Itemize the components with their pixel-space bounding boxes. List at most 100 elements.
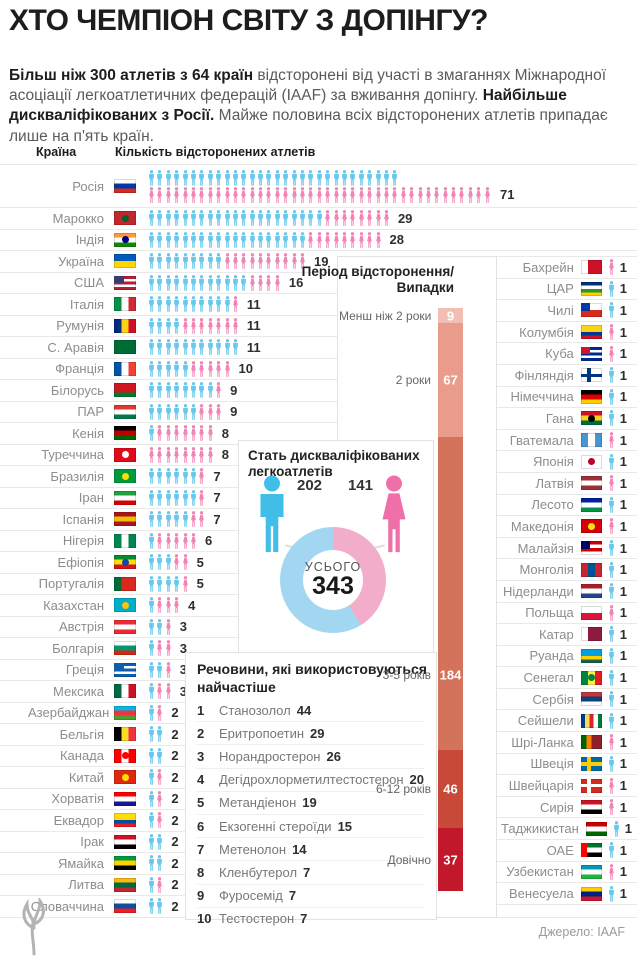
male-pictogram-icon: [148, 232, 155, 248]
flag-canton: [580, 346, 591, 355]
substances-panel: Речовини, які використовуються найчастіш…: [185, 652, 437, 926]
country-count: 7: [213, 511, 221, 527]
female-pictogram-icon: [198, 404, 205, 420]
country-row: Сирія 1: [497, 797, 637, 819]
male-pictogram-icon: [240, 275, 247, 291]
female-pictogram-icon: [358, 210, 365, 226]
substance-value: 44: [296, 702, 312, 718]
female-pictogram-icon: [324, 232, 331, 248]
substance-rank: 1: [197, 702, 205, 718]
male-pictogram-icon: [173, 275, 180, 291]
female-pictogram-icon: [358, 232, 365, 248]
male-pictogram-icon: [182, 511, 189, 527]
male-pictogram-icon: [156, 834, 163, 850]
donut-center: УСЬОГО 343: [303, 550, 363, 610]
country-flag: [114, 254, 136, 269]
male-pictogram-icon: [608, 713, 615, 729]
male-pictogram-icon: [182, 296, 189, 312]
male-pictogram-icon: [232, 170, 239, 186]
male-pictogram-icon: [156, 511, 163, 527]
male-pictogram-icon: [148, 170, 155, 186]
male-pictogram-icon: [316, 210, 323, 226]
country-row: Македонія 1: [497, 516, 637, 538]
flag-canton: [114, 662, 124, 671]
male-figure-icon: [255, 475, 289, 553]
substance-name: Фуросемід: [219, 888, 283, 904]
country-count: 2: [171, 855, 179, 871]
country-count: 8: [221, 425, 229, 441]
male-pictogram-icon: [182, 361, 189, 377]
male-pictogram-icon: [156, 275, 163, 291]
flag-hoist-band: [580, 843, 588, 858]
male-pictogram-icon: [156, 619, 163, 635]
male-pictogram-icon: [358, 170, 365, 186]
male-pictogram-icon: [265, 210, 272, 226]
female-pictogram-icon: [173, 187, 180, 203]
country-row: Сенегал 1: [497, 667, 637, 689]
male-pictogram-icon: [207, 170, 214, 186]
male-pictogram-icon: [156, 318, 163, 334]
substance-name: Екзогенні стероїди: [219, 818, 332, 834]
country-name: Нігерія: [62, 533, 104, 549]
male-pictogram-icon: [224, 170, 231, 186]
male-pictogram-icon: [173, 576, 180, 592]
country-name: Мексика: [52, 683, 104, 699]
country-row: Росія 71: [0, 165, 637, 208]
female-pictogram-icon: [307, 232, 314, 248]
country-flag: [114, 899, 136, 914]
male-pictogram-icon: [190, 296, 197, 312]
male-pictogram-icon: [148, 296, 155, 312]
country-flag: [580, 519, 602, 534]
male-pictogram-icon: [165, 382, 172, 398]
male-pictogram-icon: [148, 597, 155, 613]
male-pictogram-icon: [156, 210, 163, 226]
female-pictogram-icon: [608, 605, 615, 621]
country-count: 3: [179, 640, 188, 656]
country-row: Нідерланди 1: [497, 581, 637, 603]
male-pictogram-icon: [190, 170, 197, 186]
male-pictogram-icon: [156, 576, 163, 592]
country-name: Сирія: [539, 799, 574, 815]
male-pictogram-icon: [608, 410, 615, 426]
pictogram-line: [148, 769, 163, 785]
country-count: 29: [397, 210, 413, 226]
flag-emblem-dot: [121, 752, 129, 760]
male-pictogram-icon: [182, 275, 189, 291]
male-pictogram-icon: [156, 662, 163, 678]
flag-emblem-dot: [587, 458, 595, 466]
country-name: Болгарія: [52, 640, 104, 656]
male-pictogram-icon: [608, 367, 615, 383]
male-pictogram-icon: [173, 170, 180, 186]
male-pictogram-icon: [232, 232, 239, 248]
country-name: Таджикистан: [501, 821, 579, 837]
country-count: 1: [619, 734, 627, 750]
female-pictogram-icon: [165, 533, 172, 549]
male-pictogram-icon: [156, 748, 163, 764]
country-flag: [114, 748, 136, 763]
rferl-torch-logo: [22, 898, 45, 956]
country-count: 2: [171, 877, 179, 893]
country-name: Греція: [65, 662, 104, 678]
country-flag: [580, 389, 602, 404]
male-pictogram-icon: [274, 210, 281, 226]
male-pictogram-icon: [173, 253, 180, 269]
male-pictogram-icon: [173, 468, 180, 484]
male-pictogram-icon: [257, 232, 264, 248]
country-column-header: Країна: [36, 145, 77, 159]
country-flag: [114, 619, 136, 634]
male-pictogram-icon: [156, 490, 163, 506]
female-pictogram-icon: [265, 187, 272, 203]
country-count: 1: [619, 518, 627, 534]
pictogram-line: [148, 210, 390, 226]
female-pictogram-icon: [224, 318, 231, 334]
male-pictogram-icon: [173, 318, 180, 334]
female-pictogram-icon: [190, 425, 197, 441]
country-name: Словаччина: [30, 898, 104, 914]
country-name: Кенія: [72, 425, 104, 441]
male-pictogram-icon: [190, 232, 197, 248]
country-name: Узбекистан: [506, 864, 574, 880]
country-count: 1: [619, 475, 627, 491]
pictogram-lines: 71: [148, 170, 514, 203]
female-pictogram-icon: [198, 361, 205, 377]
female-pictogram-icon: [608, 518, 615, 534]
